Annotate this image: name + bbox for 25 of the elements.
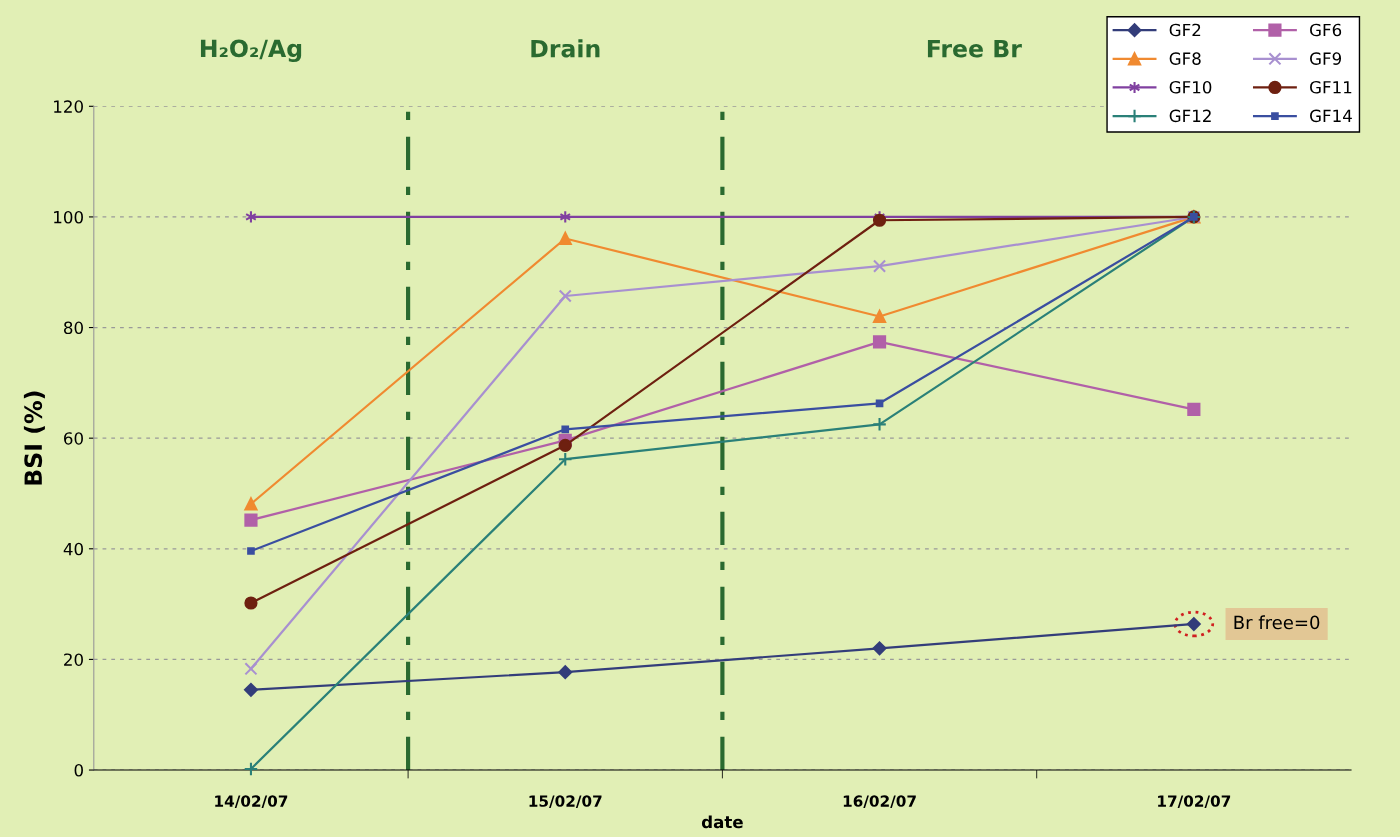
y-tick-label: 100	[54, 210, 83, 224]
legend-label: GF6	[1310, 23, 1342, 37]
x-tick-label: 17/02/07	[1158, 795, 1231, 809]
legend-label: GF2	[1169, 23, 1201, 37]
x-tick-label: 15/02/07	[529, 795, 602, 809]
y-axis-title: BSI (%)	[23, 391, 45, 485]
x-tick-label: 16/02/07	[843, 795, 916, 809]
x-axis-title: date	[701, 815, 743, 829]
legend-label: GF9	[1310, 52, 1342, 65]
y-tick-label: 80	[64, 321, 83, 335]
y-tick-label: 0	[74, 764, 83, 777]
legend-label: GF12	[1169, 109, 1211, 123]
legend-label: GF10	[1169, 80, 1212, 94]
text: Free Br	[927, 39, 1022, 58]
legend-label: GF14	[1310, 109, 1352, 123]
x-tick-label: 14/02/07	[215, 795, 288, 809]
y-tick-label: 20	[64, 653, 83, 666]
annotation: Br free=0	[1234, 615, 1320, 630]
legend-label: GF8	[1169, 52, 1201, 65]
text: H₂O₂/Ag	[200, 39, 302, 63]
y-tick-label: 40	[63, 542, 83, 556]
y-tick-label: 120	[54, 100, 83, 113]
text: Drain	[531, 39, 600, 58]
y-tick-label: 60	[64, 432, 83, 445]
legend-label: GF11	[1310, 80, 1352, 94]
